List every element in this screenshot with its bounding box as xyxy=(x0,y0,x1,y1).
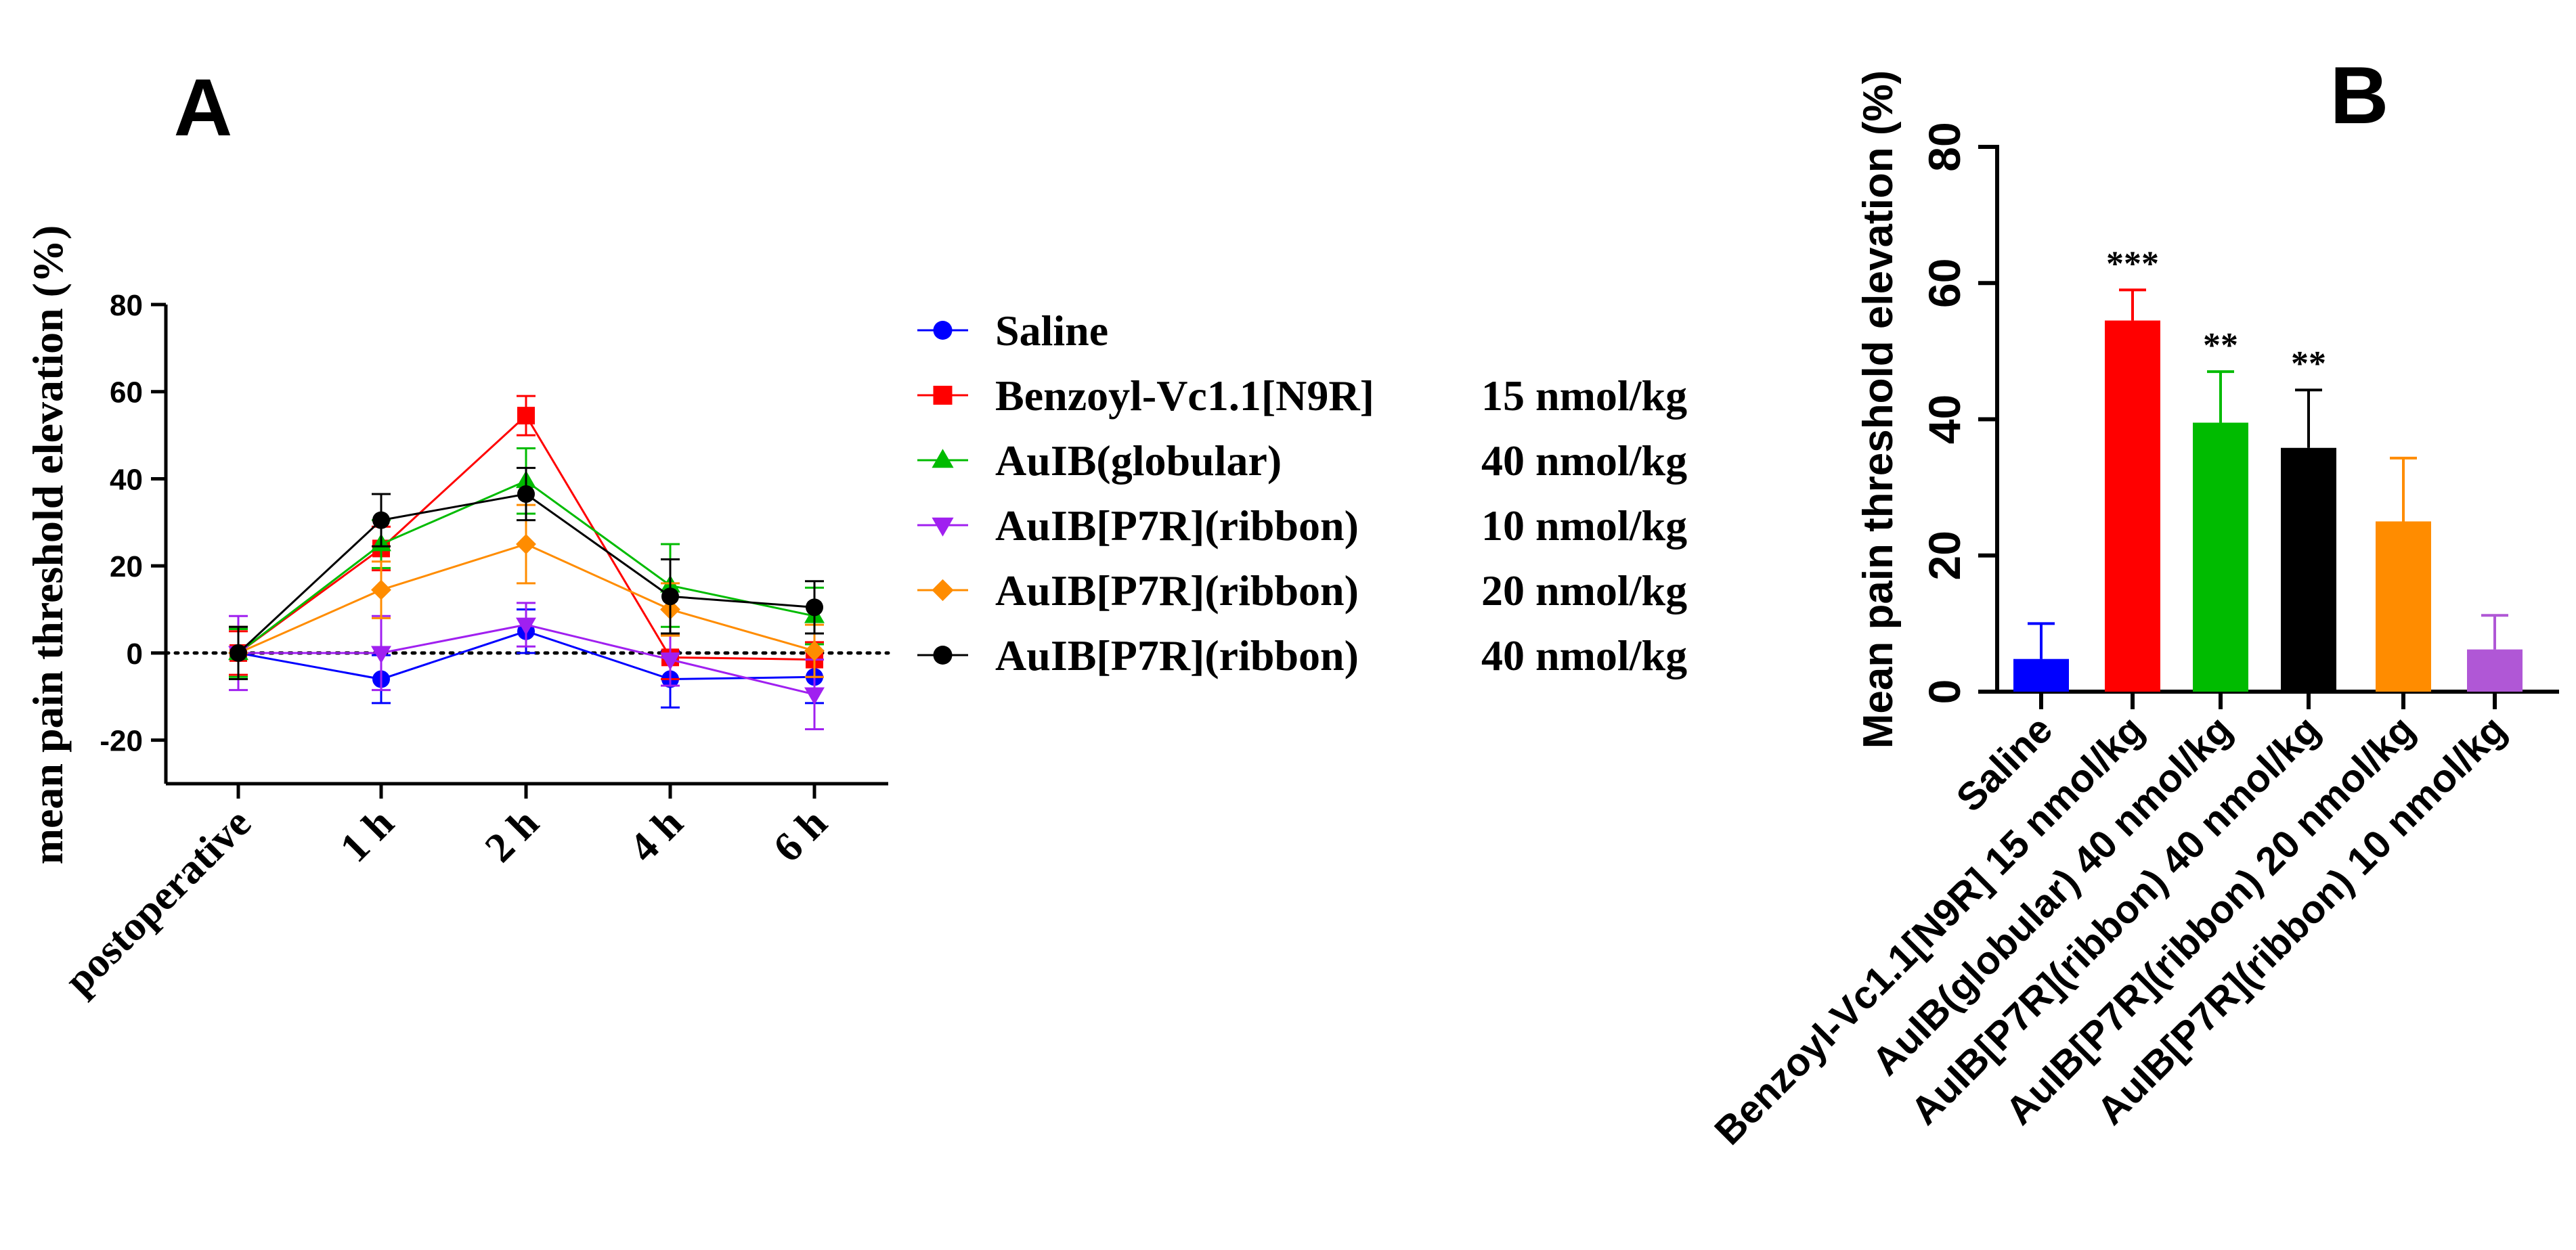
legend-item-3: AuIB(globular) 40 nmol/kg xyxy=(917,437,1687,485)
legend-swatch-marker xyxy=(933,386,953,405)
x-tick-label: postoperative xyxy=(56,800,260,1004)
legend-item-1: Saline xyxy=(917,307,1108,355)
y-tick-label: 60 xyxy=(1919,259,1969,308)
legend-swatch-marker xyxy=(932,449,954,468)
bar xyxy=(2467,649,2523,692)
panel-b-bars: ***** ** xyxy=(2013,244,2523,692)
bar-group-3: ** xyxy=(2193,326,2248,692)
bar xyxy=(2281,447,2336,692)
data-point xyxy=(806,598,823,617)
data-point xyxy=(517,407,535,425)
panel-b: B Mean pain threshold elevation (%) 0 20 4… xyxy=(1706,50,2559,1153)
y-tick-label: 40 xyxy=(110,463,143,496)
legend-item-6: AuIB[P7R](ribbon) 40 nmol/kg xyxy=(917,631,1687,679)
data-point xyxy=(804,640,825,661)
data-point xyxy=(804,687,825,705)
significance-label: *** xyxy=(2106,244,2159,283)
legend-item-2: Benzoyl-Vc1.1[N9R] 15 nmol/kg xyxy=(917,372,1687,420)
bar-group-6 xyxy=(2467,614,2523,692)
bar-group-5 xyxy=(2376,456,2431,692)
y-tick-label: 20 xyxy=(1919,531,1969,580)
x-tick-label: 4 h xyxy=(621,800,692,871)
panel-a-label: A xyxy=(174,62,233,153)
data-point xyxy=(516,617,536,635)
y-tick-label: 80 xyxy=(1919,122,1969,171)
panel-a-legend: Saline Benzoyl-Vc1.1[N9R] 15 nmol/kg AuIB(g… xyxy=(917,307,1687,679)
y-tick-label: 80 xyxy=(110,289,143,322)
y-tick-label: 0 xyxy=(1919,679,1969,705)
x-tick-label: 2 h xyxy=(477,800,548,871)
x-tick-label: 1 h xyxy=(332,800,403,871)
legend-series-dose: 15 nmol/kg xyxy=(1481,372,1687,420)
legend-series-name: Benzoyl-Vc1.1[N9R] xyxy=(995,372,1374,420)
bar-group-4: ** xyxy=(2281,344,2336,692)
bar-group-2: *** xyxy=(2105,244,2160,692)
data-point xyxy=(661,587,679,606)
legend-series-dose: 40 nmol/kg xyxy=(1481,437,1687,485)
y-tick-label: 20 xyxy=(110,550,143,583)
data-point xyxy=(517,485,535,503)
panel-a-series xyxy=(228,395,825,731)
data-point xyxy=(660,652,680,671)
legend-series-dose: 10 nmol/kg xyxy=(1481,501,1687,550)
bar xyxy=(2105,320,2160,692)
legend-item-5: AuIB[P7R](ribbon) 20 nmol/kg xyxy=(917,566,1687,615)
x-tick-label: 6 h xyxy=(765,800,836,871)
legend-swatch-marker xyxy=(933,646,953,665)
data-point xyxy=(371,579,391,600)
series-4 xyxy=(228,602,825,731)
data-point xyxy=(372,511,390,529)
bar-group-1 xyxy=(2013,622,2069,692)
significance-label: ** xyxy=(2203,326,2238,365)
series-6 xyxy=(229,466,824,681)
y-tick-label: 40 xyxy=(1919,395,1969,444)
panel-b-y-axis-label: Mean pain threshold elevation (%) xyxy=(1855,70,1902,749)
y-tick-label: -20 xyxy=(100,725,143,758)
legend-series-dose: 20 nmol/kg xyxy=(1481,566,1687,615)
panel-a-y-axis-label: mean pain threshold elevation (%) xyxy=(24,225,72,865)
bar xyxy=(2376,521,2431,692)
y-tick-label: 0 xyxy=(127,638,143,671)
legend-series-name: Saline xyxy=(995,307,1108,355)
legend-series-name: AuIB[P7R](ribbon) xyxy=(995,501,1359,550)
legend-swatch-marker xyxy=(932,517,954,537)
series-5 xyxy=(228,504,825,681)
legend-series-name: AuIB[P7R](ribbon) xyxy=(995,566,1359,615)
significance-label: ** xyxy=(2291,344,2326,383)
data-point xyxy=(371,646,391,664)
legend-series-name: AuIB(globular) xyxy=(995,437,1282,485)
panel-a-axes: -20 0 20 40 60 80 postoperative 1 h 2 h 4 h 6 h xyxy=(56,289,890,1004)
bar xyxy=(2013,659,2069,692)
legend-series-name: AuIB[P7R](ribbon) xyxy=(995,631,1359,679)
legend-item-4: AuIB[P7R](ribbon) 10 nmol/kg xyxy=(917,501,1687,550)
bar xyxy=(2193,422,2248,692)
panel-a: A mean pain threshold elevation (%) -20 0… xyxy=(24,62,1687,1004)
y-tick-label: 60 xyxy=(110,376,143,409)
legend-series-dose: 40 nmol/kg xyxy=(1481,631,1687,679)
data-point xyxy=(516,534,536,554)
legend-swatch-marker xyxy=(932,579,954,602)
legend-swatch-marker xyxy=(933,321,953,340)
data-point xyxy=(230,644,247,662)
panel-b-label: B xyxy=(2330,50,2389,141)
